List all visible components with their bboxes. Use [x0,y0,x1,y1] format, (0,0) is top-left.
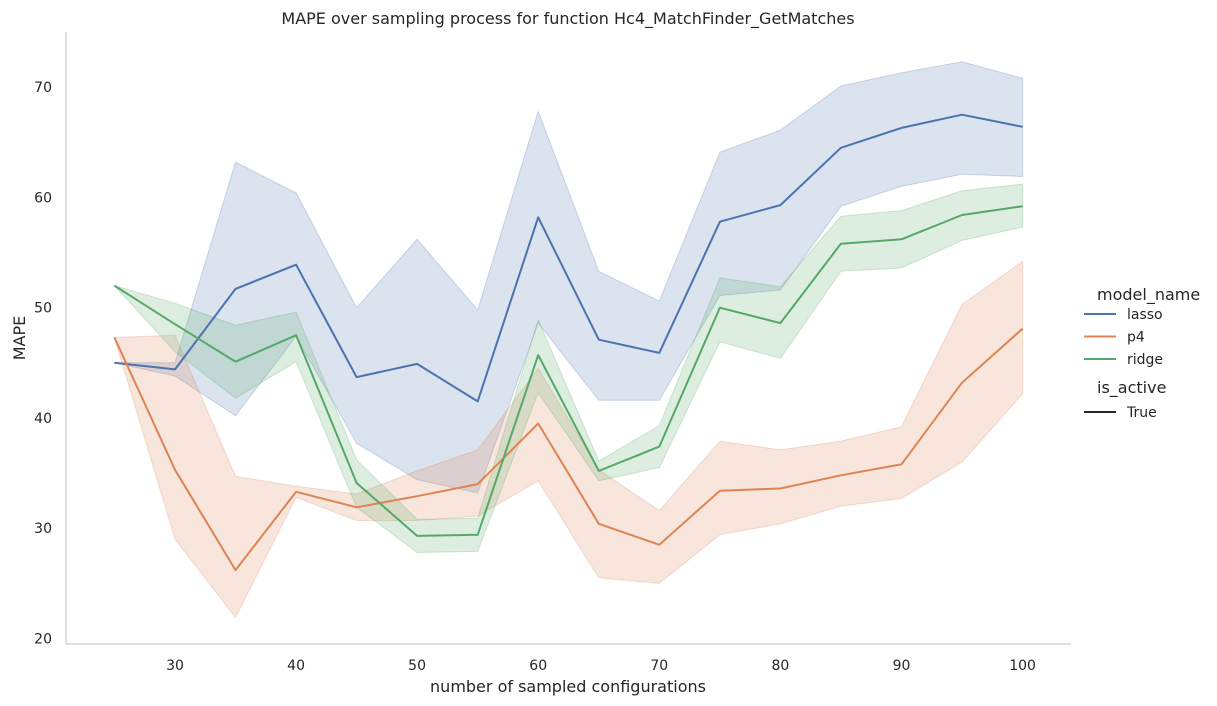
x-tick-label: 90 [893,658,911,674]
x-tick-label: 50 [408,658,426,674]
legend-label-lasso: lasso [1127,307,1163,323]
legend-label-p4: p4 [1127,330,1145,346]
series-lines [113,113,1024,572]
y-axis-label: MAPE [10,316,29,361]
x-axis-label: number of sampled configurations [430,677,706,696]
band-ridge [112,183,1024,554]
y-tick-label: 70 [34,80,52,96]
y-tick-label: 20 [34,632,52,648]
line-p4 [113,327,1024,572]
y-tick-label: 40 [34,411,52,427]
x-tick-label: 80 [771,658,789,674]
x-tick-labels: 30 40 50 60 70 80 90 100 [166,658,1036,674]
legend-hue-title: model_name [1097,285,1200,305]
y-tick-label: 30 [34,521,52,537]
legend-label-ridge: ridge [1127,352,1163,368]
x-tick-label: 40 [287,658,305,674]
confidence-bands [112,61,1024,619]
y-tick-label: 50 [34,301,52,317]
x-tick-label: 100 [1009,658,1036,674]
line-ridge [113,205,1023,537]
chart-title: MAPE over sampling process for function … [281,9,854,29]
band-p4 [113,260,1024,619]
x-tick-label: 60 [529,658,547,674]
y-tick-labels: 20 30 40 50 60 70 [34,80,52,647]
legend: model_name lasso p4 ridge is_active True [1084,285,1200,421]
x-tick-label: 30 [166,658,184,674]
legend-style-title: is_active [1097,378,1166,398]
legend-style-label: True [1126,405,1157,421]
x-tick-label: 70 [650,658,668,674]
y-tick-label: 60 [34,190,52,206]
line-lasso [114,113,1023,403]
